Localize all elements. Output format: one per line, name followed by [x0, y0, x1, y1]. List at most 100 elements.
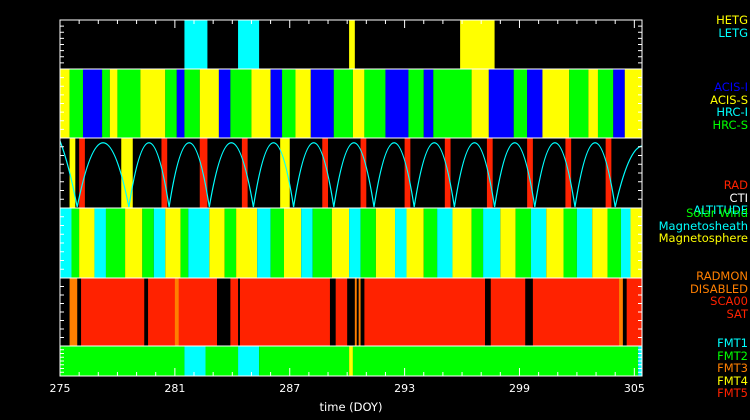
state-segment	[385, 69, 409, 138]
state-segment	[349, 20, 355, 69]
x-tick-label: 293	[394, 382, 415, 395]
legend-entry: Magnetosheath	[658, 218, 748, 233]
state-segment	[257, 208, 271, 278]
state-segment	[69, 69, 83, 138]
x-tick-label: 305	[624, 382, 645, 395]
state-segment	[576, 208, 593, 278]
panel-background	[60, 138, 642, 208]
x-tick-label: 275	[50, 382, 71, 395]
state-segment	[209, 208, 225, 278]
state-segment	[109, 69, 118, 138]
state-segment	[270, 208, 284, 278]
state-segment	[500, 208, 516, 278]
state-segment	[360, 208, 376, 278]
state-segment	[121, 138, 133, 208]
legend-entry: ALTITUDE	[693, 203, 748, 218]
legend-entry: FMT2	[717, 348, 748, 363]
state-segment	[513, 69, 528, 138]
state-segment	[230, 69, 252, 138]
panel-6	[59, 345, 643, 377]
state-segment	[71, 208, 80, 278]
state-segment	[82, 69, 103, 138]
state-segment	[259, 346, 350, 376]
state-segment	[471, 69, 489, 138]
state-segment	[515, 208, 531, 278]
state-segment	[79, 208, 95, 278]
state-segment	[569, 69, 589, 138]
state-segment	[105, 208, 126, 278]
state-segment	[184, 69, 200, 138]
state-segment	[460, 20, 495, 69]
state-segment	[563, 208, 577, 278]
state-segment	[546, 208, 564, 278]
state-segment	[607, 208, 621, 278]
state-segment	[423, 69, 434, 138]
state-segment	[140, 69, 166, 138]
state-segment	[333, 69, 353, 138]
legend-entry: CTI	[729, 190, 748, 205]
legend-entry: RADMON	[696, 269, 748, 283]
state-segment	[79, 138, 85, 208]
legend-panel-6: FMT1 FMT2 FMT3 FMT4 FMT5	[645, 337, 748, 400]
legend-entry: HETG	[716, 13, 748, 27]
state-segment	[437, 208, 453, 278]
state-segment	[354, 278, 357, 346]
state-segment	[125, 208, 143, 278]
legend-panel-2: ACIS-I ACIS-S HRC-I HRC-S	[645, 81, 748, 131]
state-segment	[165, 69, 177, 138]
state-segment	[165, 208, 181, 278]
state-segment	[588, 69, 598, 138]
panel-y-ticks	[60, 349, 642, 373]
state-segment	[335, 278, 348, 346]
panel-y-ticks	[60, 216, 642, 270]
state-segment	[490, 278, 526, 346]
state-segment	[352, 69, 365, 138]
panel-y-ticks	[60, 77, 642, 130]
state-segment	[630, 208, 642, 278]
state-segment	[81, 278, 145, 346]
state-segment	[613, 69, 625, 138]
state-segment	[395, 208, 407, 278]
state-segment	[527, 138, 533, 208]
legend-panel-1: HETG LETG	[645, 14, 748, 39]
state-segment	[592, 208, 608, 278]
state-segment	[301, 208, 313, 278]
state-segment	[199, 138, 208, 208]
state-segment	[423, 208, 438, 278]
state-segment	[184, 346, 206, 376]
state-segment	[238, 346, 260, 376]
panel-4	[59, 207, 643, 279]
state-segment	[358, 278, 361, 346]
panel-2	[59, 68, 643, 139]
altitude-curve	[59, 140, 643, 208]
state-segment	[488, 69, 514, 138]
state-segment	[620, 208, 631, 278]
state-segment	[619, 278, 623, 346]
state-segment	[283, 208, 302, 278]
legend-panel-3: RAD CTI ALTITUDE	[645, 179, 748, 217]
panel-y-ticks	[60, 25, 642, 64]
state-segment	[224, 208, 237, 278]
state-segment	[352, 346, 639, 376]
legend-entry: LETG	[718, 25, 748, 40]
state-segment	[597, 69, 614, 138]
state-segment	[542, 69, 570, 138]
state-segment	[331, 208, 350, 278]
legend-entry: SCA00	[710, 294, 748, 309]
state-segment	[69, 278, 78, 346]
state-segment	[236, 208, 258, 278]
legend-entry: FMT1	[717, 336, 748, 350]
state-segment	[364, 278, 486, 346]
legend-entry: HRC-I	[716, 105, 748, 120]
state-segment	[471, 208, 484, 278]
legend-entry: HRC-S	[712, 117, 748, 132]
legend-entry: Magnetosphere	[658, 231, 748, 246]
state-segment	[60, 208, 72, 278]
legend-entry: Solar Wind	[686, 206, 748, 220]
panel-y-ticks	[60, 146, 642, 200]
legend-entry: RAD	[723, 178, 748, 192]
panel-3	[59, 137, 643, 209]
state-segment	[360, 138, 367, 208]
state-segment	[486, 138, 493, 208]
